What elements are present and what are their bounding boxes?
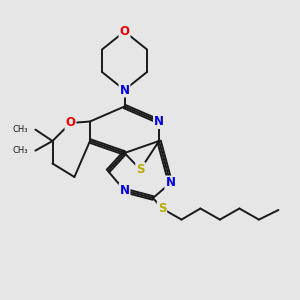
Text: N: N (119, 83, 130, 97)
Text: S: S (158, 202, 166, 215)
Text: CH₃: CH₃ (12, 146, 28, 155)
Text: N: N (154, 115, 164, 128)
Text: O: O (65, 116, 76, 130)
Text: N: N (119, 184, 130, 197)
Text: S: S (136, 163, 145, 176)
Text: CH₃: CH₃ (12, 125, 28, 134)
Text: N: N (165, 176, 176, 190)
Text: O: O (119, 25, 130, 38)
